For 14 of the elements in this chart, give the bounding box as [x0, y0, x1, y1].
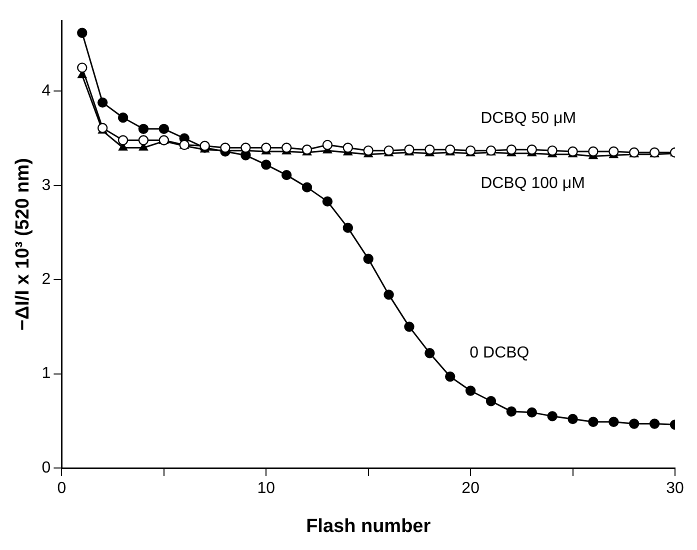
y-tick-label: 3 [42, 176, 51, 194]
y-axis-title: −ΔI/I x 10³ (520 nm) [12, 158, 34, 331]
y-tick-label: 2 [42, 271, 51, 288]
x-tick-label: 10 [257, 480, 276, 498]
series-label: DCBQ 50 μM [480, 110, 576, 127]
series-label: 0 DCBQ [470, 344, 530, 362]
series-label: DCBQ 100 μM [480, 174, 585, 192]
y-tick-label: 1 [42, 365, 51, 382]
x-axis-title: Flash number [306, 516, 432, 537]
x-tick-label: 0 [57, 480, 66, 498]
y-tick-label: 4 [42, 82, 51, 100]
y-tick-label: 0 [42, 459, 51, 476]
x-tick-label: 20 [462, 480, 480, 498]
x-tick-label: 30 [666, 480, 684, 498]
